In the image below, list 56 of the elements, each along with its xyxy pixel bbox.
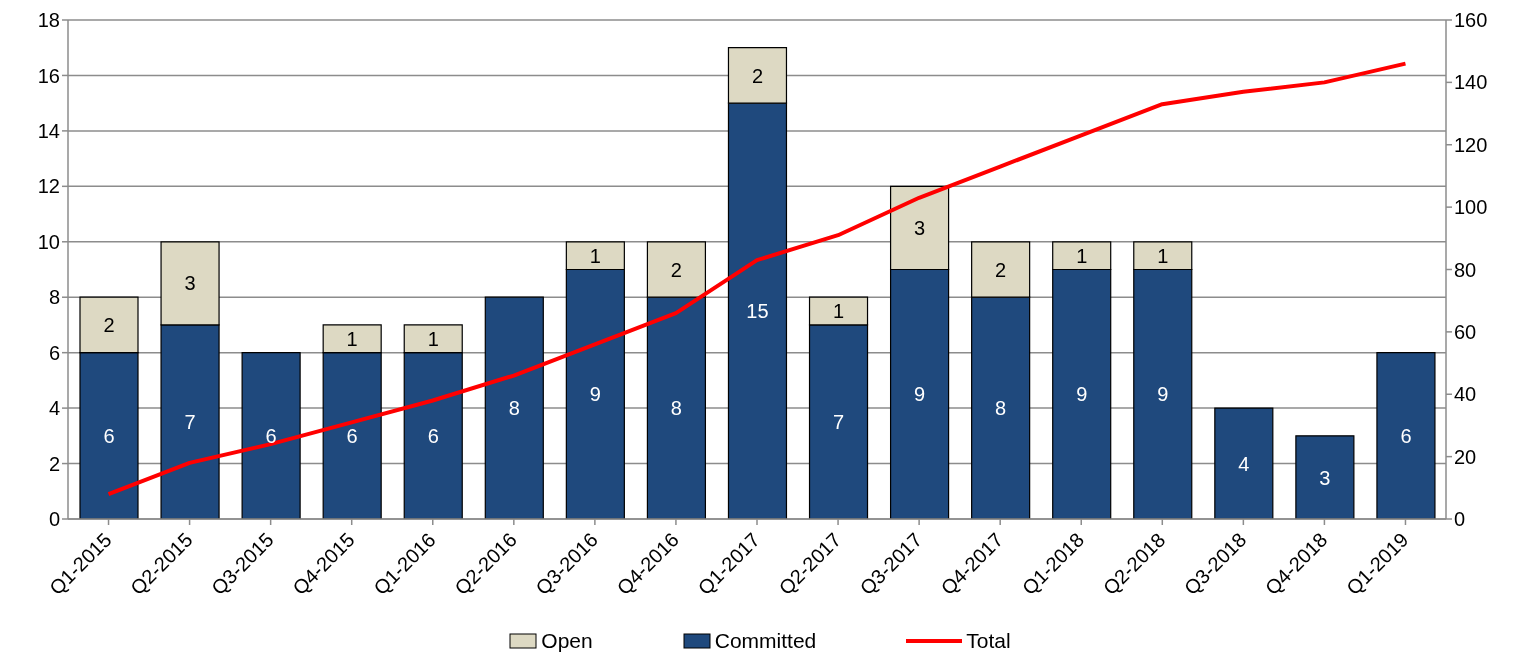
data-label: 15 bbox=[746, 300, 769, 323]
y-tick-label: 18 bbox=[37, 9, 60, 32]
data-label: 3 bbox=[1319, 466, 1331, 489]
y2-tick-label: 20 bbox=[1454, 445, 1477, 468]
y-tick-label: 4 bbox=[48, 397, 60, 420]
data-label: 8 bbox=[508, 397, 520, 420]
bar bbox=[484, 296, 544, 519]
data-label: 2 bbox=[751, 64, 764, 87]
data-label: 7 bbox=[832, 411, 845, 434]
y-tick-label: 6 bbox=[48, 341, 60, 364]
data-label: 3 bbox=[184, 272, 196, 295]
data-label: 2 bbox=[995, 258, 1007, 281]
data-label: 1 bbox=[1076, 244, 1088, 267]
bar bbox=[1295, 435, 1355, 519]
data-label: 6 bbox=[427, 424, 439, 447]
data-label: 6 bbox=[103, 424, 115, 447]
legend-label: Open bbox=[541, 629, 593, 653]
y2-tick-label: 140 bbox=[1454, 71, 1488, 94]
y-tick-label: 8 bbox=[48, 286, 60, 309]
bar bbox=[1214, 407, 1274, 519]
y2-tick-label: 120 bbox=[1454, 133, 1488, 156]
data-label: 2 bbox=[670, 258, 682, 281]
y2-tick-label: 100 bbox=[1454, 196, 1488, 219]
data-label: 1 bbox=[427, 327, 439, 350]
data-label: 7 bbox=[184, 411, 196, 434]
data-label: 8 bbox=[995, 397, 1007, 420]
y2-tick-label: 0 bbox=[1454, 508, 1466, 531]
y-tick-label: 2 bbox=[48, 452, 60, 475]
data-label: 2 bbox=[103, 314, 115, 337]
y-tick-label: 12 bbox=[37, 175, 60, 198]
bar bbox=[241, 352, 301, 519]
data-label: 8 bbox=[670, 397, 682, 420]
data-label: 4 bbox=[1238, 452, 1250, 475]
data-label: 6 bbox=[265, 424, 277, 447]
y2-tick-label: 80 bbox=[1454, 258, 1477, 281]
data-label: 9 bbox=[1076, 383, 1088, 406]
data-label: 1 bbox=[346, 327, 358, 350]
data-label: 1 bbox=[1157, 244, 1169, 267]
y-tick-label: 0 bbox=[48, 508, 60, 531]
y-tick-label: 16 bbox=[37, 64, 60, 87]
data-label: 3 bbox=[914, 217, 926, 240]
data-label: 6 bbox=[1400, 424, 1412, 447]
legend-label: Total bbox=[966, 629, 1011, 653]
data-label: 1 bbox=[589, 244, 601, 267]
data-label: 9 bbox=[914, 383, 926, 406]
data-label: 6 bbox=[346, 424, 358, 447]
y2-tick-label: 60 bbox=[1454, 320, 1477, 343]
legend-label: Committed bbox=[714, 629, 817, 653]
data-label: 1 bbox=[832, 300, 845, 323]
y-tick-label: 10 bbox=[37, 230, 60, 253]
y2-tick-label: 40 bbox=[1454, 383, 1477, 406]
y2-tick-label: 160 bbox=[1454, 9, 1488, 32]
y-tick-label: 14 bbox=[37, 119, 60, 142]
bar bbox=[1376, 352, 1436, 519]
data-label: 9 bbox=[1157, 383, 1169, 406]
data-label: 9 bbox=[589, 383, 601, 406]
